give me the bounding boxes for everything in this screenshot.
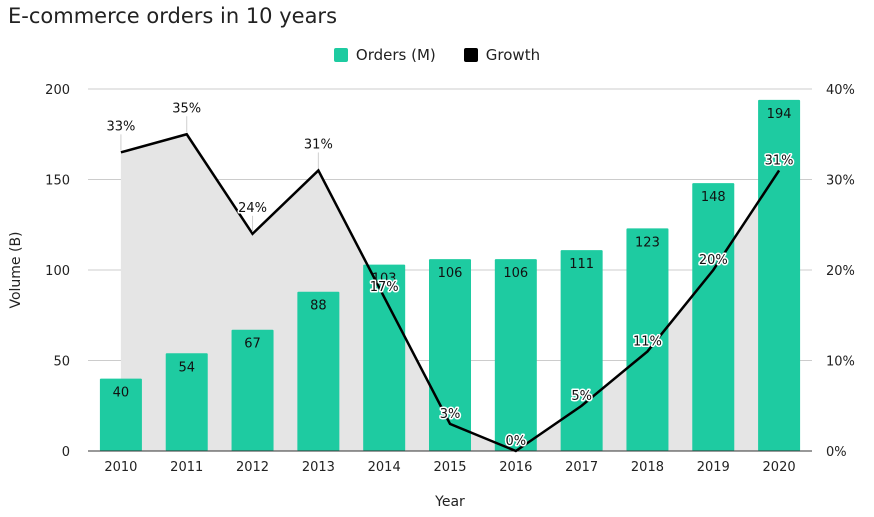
x-axis-title: Year [434, 494, 465, 510]
bar-2019 [692, 183, 735, 451]
growth-value-label: 3% [440, 407, 461, 422]
legend-item-orders[interactable]: Orders (M) [333, 46, 436, 64]
legend-swatch-growth [463, 48, 478, 62]
bar-2016 [494, 259, 537, 451]
legend: Orders (M) Growth [0, 46, 874, 64]
growth-value-label: 33% [106, 119, 135, 134]
bar-value-label: 103 [372, 272, 397, 287]
y-right-tick-label: 10% [826, 355, 855, 370]
bar-2014 [363, 264, 406, 451]
bar-value-label: 67 [244, 337, 261, 352]
growth-value-label: 35% [172, 101, 201, 116]
bar-2012 [231, 329, 274, 451]
growth-value-label: 20% [699, 253, 728, 268]
y-left-tick-label: 200 [45, 83, 70, 98]
bar-value-label: 106 [438, 266, 463, 281]
bar-value-label: 111 [569, 257, 594, 272]
x-tick-label: 2011 [170, 460, 203, 475]
legend-item-growth[interactable]: Growth [463, 46, 541, 64]
bar-2013 [297, 291, 340, 451]
bar-value-label: 194 [767, 107, 792, 122]
legend-swatch-orders [333, 48, 348, 62]
y-left-tick-label: 0 [62, 445, 70, 460]
bar-2017 [560, 250, 603, 451]
bar-value-label: 123 [635, 235, 660, 250]
x-tick-label: 2016 [499, 460, 532, 475]
bar-value-label: 54 [178, 360, 195, 375]
x-tick-label: 2015 [433, 460, 466, 475]
y-right-tick-label: 20% [826, 264, 855, 279]
growth-value-label: 5% [571, 389, 592, 404]
growth-line [120, 132, 781, 453]
y-right-tick-label: 0% [826, 445, 847, 460]
bar-value-label: 88 [310, 299, 327, 314]
x-tick-label: 2017 [565, 460, 598, 475]
bar-2010 [99, 378, 142, 451]
x-tick-label: 2010 [104, 460, 137, 475]
y-left-tick-label: 150 [45, 174, 70, 189]
growth-value-label: 31% [765, 153, 794, 168]
growth-value-label: 11% [633, 334, 662, 349]
legend-label-orders: Orders (M) [355, 46, 436, 64]
y-right-tick-label: 40% [826, 83, 855, 98]
growth-value-label: 31% [304, 137, 333, 152]
y-left-tick-label: 50 [53, 355, 70, 370]
y-axis-title: Volume (B) [8, 231, 24, 308]
x-tick-label: 2019 [697, 460, 730, 475]
y-left-tick-label: 100 [45, 264, 70, 279]
x-tick-label: 2012 [236, 460, 269, 475]
x-tick-label: 2013 [302, 460, 335, 475]
bar-2018 [626, 228, 669, 451]
y-right-tick-label: 30% [826, 174, 855, 189]
growth-value-label: 24% [238, 201, 267, 216]
x-tick-label: 2014 [368, 460, 401, 475]
bar-value-label: 148 [701, 190, 726, 205]
bar-value-label: 106 [503, 266, 528, 281]
x-tick-label: 2020 [763, 460, 796, 475]
legend-label-growth: Growth [485, 46, 541, 64]
bar-value-label: 40 [113, 386, 130, 401]
growth-value-label: 17% [370, 280, 399, 295]
growth-value-label: 0% [506, 434, 527, 449]
chart-title: E-commerce orders in 10 years [8, 4, 338, 28]
growth-area [120, 134, 780, 451]
x-tick-label: 2018 [631, 460, 664, 475]
bar-2011 [165, 353, 208, 451]
